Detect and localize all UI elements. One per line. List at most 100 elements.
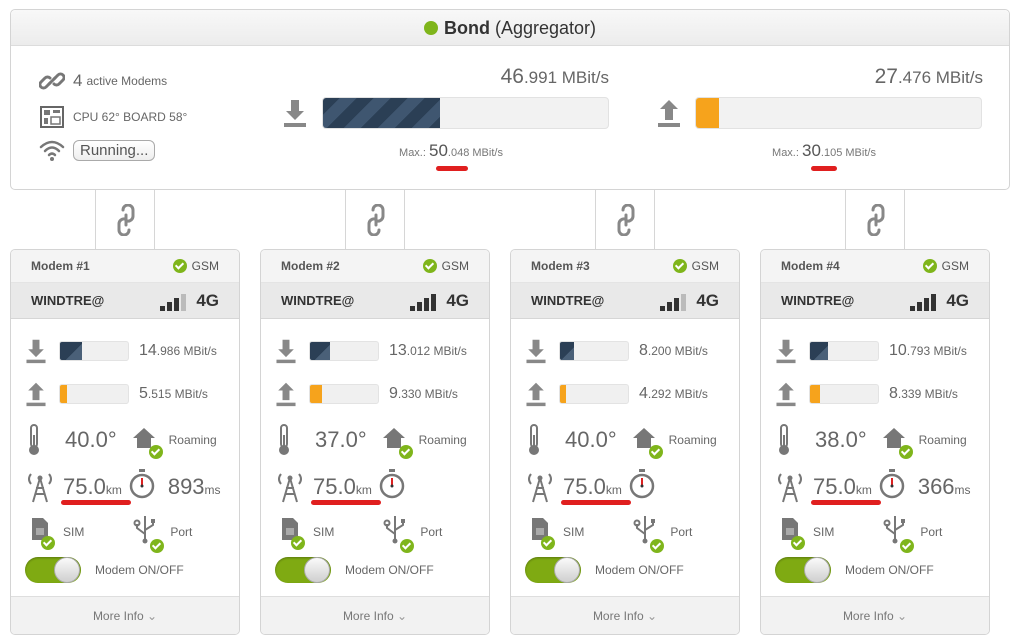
operator-row: WINDTRE@ 4G bbox=[761, 283, 989, 319]
more-info-button[interactable]: More Info ⌄ bbox=[761, 596, 989, 634]
modem-power-toggle[interactable] bbox=[275, 557, 331, 583]
modem-connector bbox=[345, 190, 405, 249]
wifi-icon bbox=[39, 140, 65, 161]
antenna-tower-icon bbox=[278, 472, 302, 502]
check-icon bbox=[148, 444, 163, 459]
link-icon bbox=[617, 204, 635, 236]
distance-unit: km bbox=[855, 482, 872, 497]
temperature-row: 40.0° Roaming bbox=[525, 423, 717, 459]
sim-label: SIM bbox=[63, 524, 85, 539]
modem-upload-dec: .515 MBit/s bbox=[147, 387, 208, 401]
house-icon bbox=[132, 427, 155, 448]
modem-header: Modem #3 GSM bbox=[511, 250, 739, 283]
modem-upload-speed: 5.515 MBit/s bbox=[139, 385, 208, 403]
upload-icon bbox=[658, 100, 680, 127]
check-icon bbox=[922, 259, 937, 273]
modem-download-row: 8.200 MBit/s bbox=[525, 338, 708, 364]
modem-power-label: Modem ON/OFF bbox=[345, 563, 434, 577]
gsm-label: GSM bbox=[441, 259, 469, 273]
modem-download-speed: 8.200 MBit/s bbox=[639, 342, 708, 360]
link-chain-icon bbox=[39, 72, 65, 90]
active-modems-count: 4 bbox=[73, 71, 83, 90]
download-icon bbox=[776, 339, 796, 364]
signal-bars-icon bbox=[660, 293, 687, 311]
modem-upload-row: 9.330 MBit/s bbox=[275, 381, 458, 407]
antenna-tower-icon bbox=[28, 472, 52, 502]
modem-card: Modem #2 GSM WINDTRE@ 4G 13.012 MBit/s 9.330 … bbox=[260, 249, 490, 635]
usb-port-icon bbox=[383, 516, 406, 544]
distance-unit: km bbox=[605, 482, 622, 497]
gsm-status: GSM bbox=[422, 259, 469, 273]
more-info-button[interactable]: More Info ⌄ bbox=[261, 596, 489, 634]
modem-power-label: Modem ON/OFF bbox=[845, 563, 934, 577]
toggle-knob[interactable] bbox=[554, 557, 580, 583]
chevron-down-icon: ⌄ bbox=[896, 609, 908, 623]
network-tech: 4G bbox=[196, 290, 219, 310]
modem-upload-bar bbox=[809, 384, 879, 404]
more-info-button[interactable]: More Info ⌄ bbox=[511, 596, 739, 634]
modem-download-bar bbox=[809, 341, 879, 361]
bond-download-bar bbox=[322, 97, 609, 129]
modem-upload-row: 4.292 MBit/s bbox=[525, 381, 708, 407]
toggle-knob[interactable] bbox=[54, 557, 80, 583]
modem-upload-int: 4 bbox=[639, 385, 648, 402]
bond-panel: Bond (Aggregator) 4 active Modems CPU 62… bbox=[10, 9, 1010, 190]
modem-upload-bar bbox=[559, 384, 629, 404]
latency-value: 893 bbox=[167, 473, 205, 499]
modem-name: Modem #4 bbox=[781, 259, 840, 273]
latency-unit: ms bbox=[954, 482, 971, 497]
modem-power-toggle[interactable] bbox=[525, 557, 581, 583]
download-icon bbox=[276, 339, 296, 364]
roaming-label: Roaming bbox=[668, 433, 717, 447]
bond-upload-max-label: Max.: bbox=[772, 147, 799, 159]
modem-upload-fill bbox=[310, 385, 323, 403]
upload-icon bbox=[526, 382, 546, 407]
modem-power-toggle[interactable] bbox=[25, 557, 81, 583]
modem-header: Modem #1 GSM bbox=[11, 250, 239, 283]
check-icon bbox=[541, 536, 555, 550]
signal-bars-icon bbox=[410, 293, 437, 311]
distance-row: 75.0km bbox=[525, 468, 668, 505]
usb-port-icon bbox=[133, 516, 156, 544]
modem-upload-bar bbox=[59, 384, 129, 404]
modem-download-fill bbox=[810, 342, 828, 360]
modem-power-toggle[interactable] bbox=[775, 557, 831, 583]
network-tech: 4G bbox=[446, 290, 469, 310]
sim-card-icon bbox=[282, 518, 298, 540]
more-info-button[interactable]: More Info ⌄ bbox=[11, 596, 239, 634]
link-icon bbox=[867, 204, 885, 236]
thermometer-icon bbox=[779, 424, 789, 455]
bond-upload-dec: .476 MBit/s bbox=[897, 68, 983, 87]
sim-port-row: SIM Port bbox=[31, 514, 193, 553]
modem-download-int: 14 bbox=[139, 342, 157, 359]
usb-port-icon bbox=[883, 516, 906, 544]
operator-name: WINDTRE@ bbox=[531, 293, 605, 308]
gsm-status: GSM bbox=[672, 259, 719, 273]
running-status-button[interactable]: Running... bbox=[73, 139, 156, 161]
sim-label: SIM bbox=[313, 524, 335, 539]
port-label: Port bbox=[170, 524, 193, 539]
modem-download-dec: .793 MBit/s bbox=[906, 344, 967, 358]
port-status bbox=[132, 514, 165, 553]
toggle-knob[interactable] bbox=[304, 557, 330, 583]
modem-upload-speed: 8.339 MBit/s bbox=[889, 385, 958, 403]
modem-temperature: 40.0° bbox=[565, 427, 617, 452]
modem-upload-int: 5 bbox=[139, 385, 148, 402]
bond-upload-max-dec: .105 MBit/s bbox=[820, 147, 876, 159]
upload-icon bbox=[776, 382, 796, 407]
signal-bars-icon bbox=[160, 293, 187, 311]
upload-icon bbox=[276, 382, 296, 407]
bond-status-dot bbox=[423, 21, 438, 35]
modem-temperature: 38.0° bbox=[815, 427, 867, 452]
modem-download-dec: .200 MBit/s bbox=[647, 344, 708, 358]
modem-name: Modem #2 bbox=[281, 259, 340, 273]
modem-download-dec: .986 MBit/s bbox=[156, 344, 217, 358]
operator-row: WINDTRE@ 4G bbox=[11, 283, 239, 319]
bond-download-fill bbox=[323, 98, 440, 128]
modem-upload-fill bbox=[560, 385, 567, 403]
toggle-knob[interactable] bbox=[804, 557, 830, 583]
gsm-label: GSM bbox=[191, 259, 219, 273]
bond-download-max-dec: .048 MBit/s bbox=[447, 147, 503, 159]
modem-download-int: 10 bbox=[889, 342, 907, 359]
gsm-label: GSM bbox=[691, 259, 719, 273]
